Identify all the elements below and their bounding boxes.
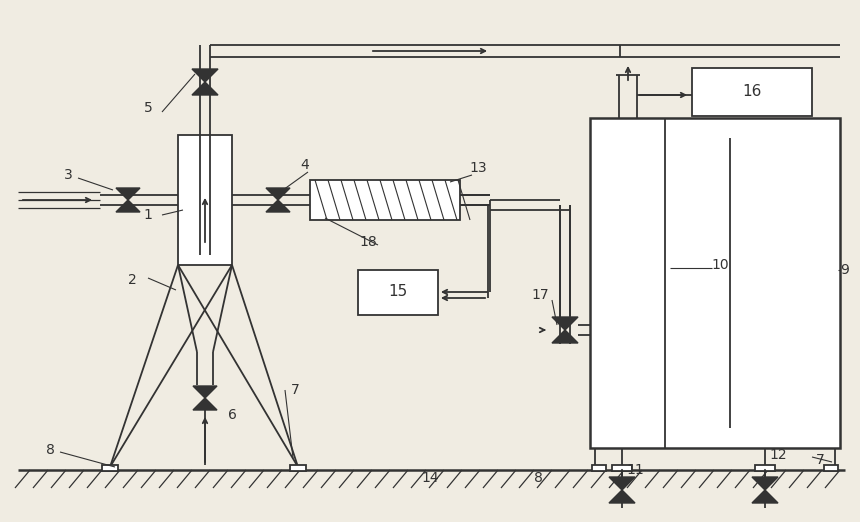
- Polygon shape: [116, 200, 140, 212]
- Bar: [692, 68, 812, 116]
- Bar: [290, 465, 306, 471]
- Bar: [612, 465, 632, 471]
- Text: 7: 7: [291, 383, 299, 397]
- Text: 13: 13: [470, 161, 487, 175]
- Bar: [592, 465, 606, 471]
- Bar: [310, 180, 460, 220]
- Polygon shape: [266, 200, 290, 212]
- Polygon shape: [193, 386, 217, 398]
- Text: 3: 3: [64, 168, 72, 182]
- Text: 12: 12: [769, 448, 787, 462]
- Text: 16: 16: [742, 85, 762, 100]
- Text: 7: 7: [815, 453, 825, 467]
- Bar: [755, 465, 775, 471]
- Text: 18: 18: [359, 235, 377, 249]
- Polygon shape: [609, 477, 635, 490]
- Text: 6: 6: [228, 408, 236, 422]
- Polygon shape: [192, 82, 218, 95]
- Polygon shape: [193, 398, 217, 410]
- Bar: [102, 465, 118, 471]
- Polygon shape: [116, 188, 140, 200]
- Polygon shape: [752, 490, 778, 503]
- Text: 1: 1: [144, 208, 152, 222]
- Polygon shape: [552, 330, 578, 343]
- Polygon shape: [609, 490, 635, 503]
- Text: 8: 8: [533, 471, 543, 485]
- Text: 2: 2: [127, 273, 137, 287]
- Text: 9: 9: [840, 263, 850, 277]
- Text: 14: 14: [421, 471, 439, 485]
- Bar: [178, 135, 232, 265]
- Text: 4: 4: [301, 158, 310, 172]
- Text: 15: 15: [389, 284, 408, 300]
- Text: 17: 17: [531, 288, 549, 302]
- Text: 5: 5: [144, 101, 152, 115]
- Polygon shape: [752, 477, 778, 490]
- Bar: [590, 118, 840, 448]
- Text: 11: 11: [626, 463, 644, 477]
- Polygon shape: [192, 69, 218, 82]
- Bar: [824, 465, 838, 471]
- Text: 8: 8: [46, 443, 54, 457]
- Text: 10: 10: [711, 258, 728, 272]
- Polygon shape: [552, 317, 578, 330]
- Bar: [358, 270, 438, 315]
- Polygon shape: [266, 188, 290, 200]
